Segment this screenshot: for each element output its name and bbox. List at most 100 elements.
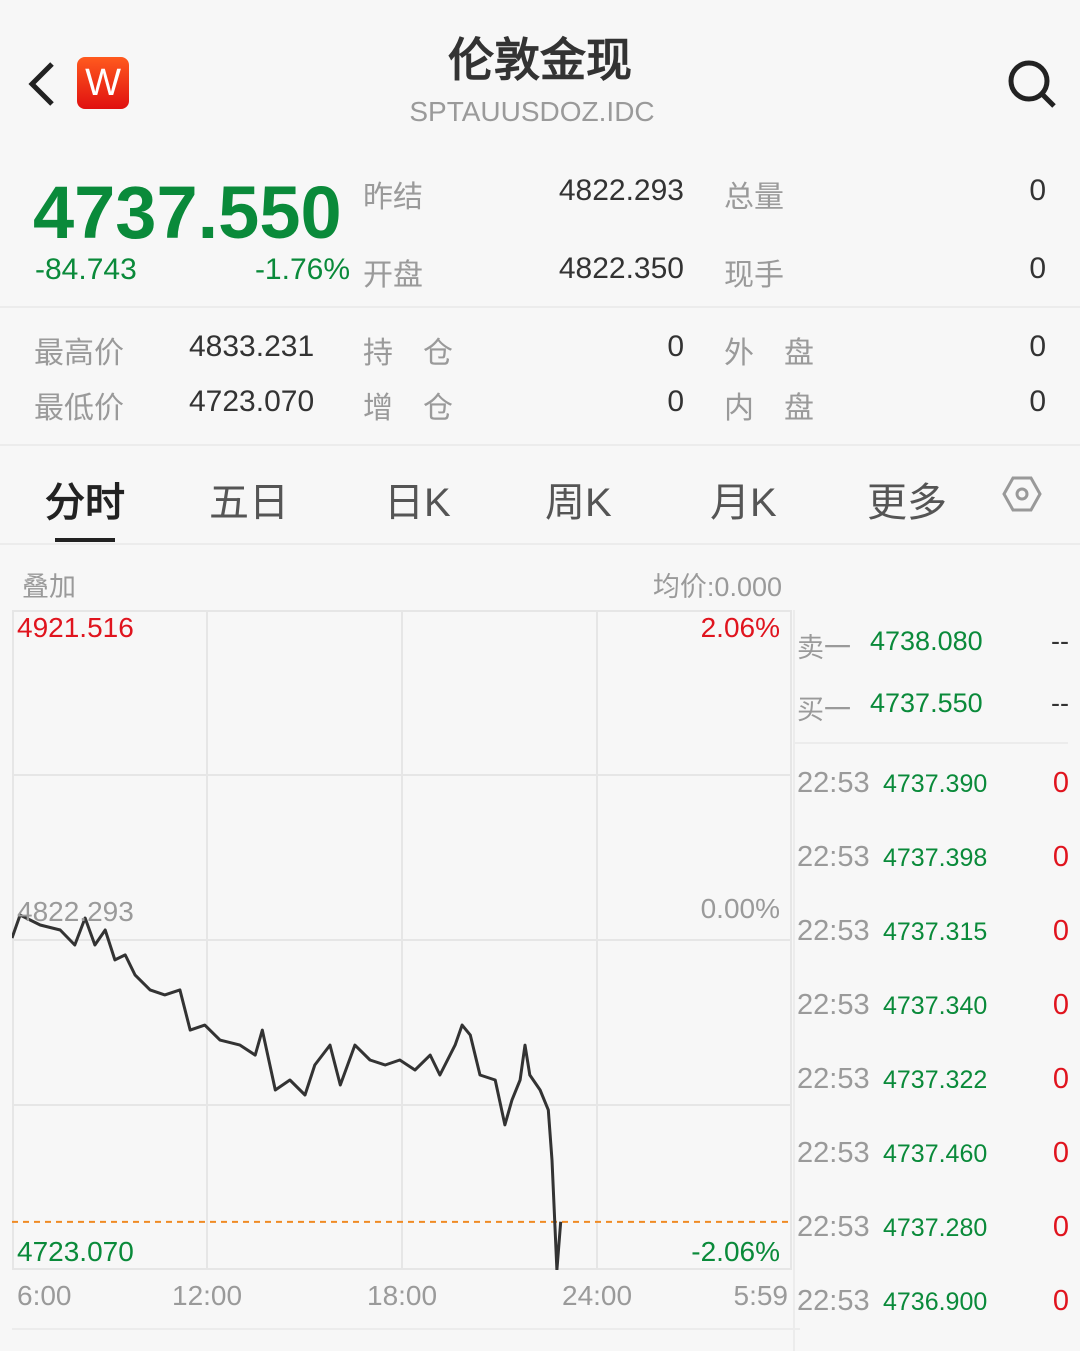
tick-time: 22:53 xyxy=(797,1285,870,1317)
detail-label: 增 仓 xyxy=(363,392,453,425)
tab-intraday[interactable]: 分时 xyxy=(45,481,125,525)
back-icon xyxy=(28,62,54,106)
x-tick: 18:00 xyxy=(367,1280,438,1311)
active-tab-indicator xyxy=(55,538,115,542)
tick-row: 22:53 4737.390 0 xyxy=(797,767,1069,807)
bid-price: 4737.550 xyxy=(870,688,983,718)
tick-volume: 0 xyxy=(1052,841,1069,873)
overlay-button[interactable]: 叠加 xyxy=(22,572,76,602)
symbol-code: SPTAUUSDOZ.IDC xyxy=(409,96,655,127)
y-tick-high: 4921.516 xyxy=(17,612,134,643)
x-tick: 6:00 xyxy=(17,1280,72,1311)
bid-volume: -- xyxy=(1051,688,1069,718)
tick-time: 22:53 xyxy=(797,841,870,873)
x-tick: 5:59 xyxy=(733,1280,789,1311)
tick-row: 22:53 4737.315 0 xyxy=(797,915,1069,955)
tick-price: 4737.322 xyxy=(883,1066,988,1094)
tick-time: 22:53 xyxy=(797,1137,870,1169)
detail-label: 内 盘 xyxy=(724,392,814,425)
tick-volume: 0 xyxy=(1052,1285,1069,1317)
tick-time: 22:53 xyxy=(797,767,870,799)
divider xyxy=(0,306,1080,308)
divider xyxy=(12,1328,800,1330)
ask-label: 卖一 xyxy=(797,633,851,663)
last-price: 4737.550 xyxy=(33,171,342,254)
search-button[interactable] xyxy=(1006,58,1058,115)
ask-row: 卖一 4738.080 -- xyxy=(797,626,1069,666)
app-logo: W xyxy=(77,57,129,109)
tick-row: 22:53 4736.900 0 xyxy=(797,1285,1069,1325)
tick-row: 22:53 4737.280 0 xyxy=(797,1211,1069,1251)
tick-price: 4737.398 xyxy=(883,844,988,872)
tick-row: 22:53 4737.398 0 xyxy=(797,841,1069,881)
tick-price: 4737.315 xyxy=(883,918,988,946)
stat-value: 0 xyxy=(1029,174,1046,207)
tick-price: 4736.900 xyxy=(883,1288,988,1316)
x-tick: 12:00 xyxy=(172,1280,243,1311)
detail-label: 最低价 xyxy=(34,392,124,425)
tick-volume: 0 xyxy=(1052,1211,1069,1243)
bid-row: 买一 4737.550 -- xyxy=(797,688,1069,728)
settings-icon xyxy=(1002,476,1042,512)
tick-volume: 0 xyxy=(1052,989,1069,1021)
stat-label: 总量 xyxy=(724,181,784,214)
tab-daily-k[interactable]: 日K xyxy=(384,481,451,525)
price-line xyxy=(12,913,563,1270)
divider xyxy=(793,610,795,1351)
tick-row: 22:53 4737.340 0 xyxy=(797,989,1069,1029)
pct-tick-low: -2.06% xyxy=(691,1236,780,1267)
stat-value: 4822.350 xyxy=(558,252,684,285)
search-icon xyxy=(1008,60,1056,108)
tab-weekly-k[interactable]: 周K xyxy=(545,481,612,525)
divider xyxy=(795,742,1068,744)
detail-label: 持 仓 xyxy=(363,337,453,370)
detail-label: 最高价 xyxy=(34,337,124,370)
detail-value: 4833.231 xyxy=(189,330,315,363)
intraday-chart[interactable] xyxy=(12,610,792,1270)
tick-volume: 0 xyxy=(1052,1137,1069,1169)
ask-volume: -- xyxy=(1051,626,1069,656)
detail-value: 0 xyxy=(667,330,684,363)
price-change: -84.743 xyxy=(35,253,137,286)
stat-value: 4822.293 xyxy=(558,174,684,207)
tick-volume: 0 xyxy=(1052,767,1069,799)
price-change-pct: -1.76% xyxy=(254,253,350,286)
tick-price: 4737.390 xyxy=(883,770,988,798)
tick-price: 4737.280 xyxy=(883,1214,988,1242)
pct-tick-zero: 0.00% xyxy=(700,893,780,924)
tick-volume: 0 xyxy=(1052,1063,1069,1095)
pct-tick-high: 2.06% xyxy=(700,612,780,643)
detail-value: 0 xyxy=(1029,330,1046,363)
bid-label: 买一 xyxy=(797,695,851,725)
detail-label: 外 盘 xyxy=(724,337,814,370)
stat-label: 昨结 xyxy=(363,181,423,214)
detail-value: 0 xyxy=(667,385,684,418)
tick-time: 22:53 xyxy=(797,1211,870,1243)
tab-monthly-k[interactable]: 月K xyxy=(710,481,777,525)
tick-row: 22:53 4737.322 0 xyxy=(797,1063,1069,1103)
stat-label: 开盘 xyxy=(363,259,423,292)
tick-time: 22:53 xyxy=(797,1063,870,1095)
tick-volume: 0 xyxy=(1052,915,1069,947)
detail-value: 4723.070 xyxy=(189,385,315,418)
tab-more[interactable]: 更多 xyxy=(867,481,947,525)
ask-price: 4738.080 xyxy=(870,626,983,656)
page-title: 伦敦金现 xyxy=(448,34,632,86)
stat-label: 现手 xyxy=(724,259,784,292)
back-button[interactable] xyxy=(24,60,60,108)
tick-row: 22:53 4737.460 0 xyxy=(797,1137,1069,1177)
detail-value: 0 xyxy=(1029,385,1046,418)
divider xyxy=(0,444,1080,446)
y-tick-reference: 4822.293 xyxy=(17,896,134,927)
divider xyxy=(0,543,1080,545)
tab-five-day[interactable]: 五日 xyxy=(209,481,289,525)
average-price: 均价:0.000 xyxy=(652,572,782,602)
y-tick-low: 4723.070 xyxy=(17,1236,134,1267)
tick-price: 4737.460 xyxy=(883,1140,988,1168)
x-tick: 24:00 xyxy=(562,1280,633,1311)
tick-price: 4737.340 xyxy=(883,992,988,1020)
chart-settings-button[interactable] xyxy=(1002,474,1042,519)
tick-time: 22:53 xyxy=(797,915,870,947)
tick-time: 22:53 xyxy=(797,989,870,1021)
stat-value: 0 xyxy=(1029,252,1046,285)
